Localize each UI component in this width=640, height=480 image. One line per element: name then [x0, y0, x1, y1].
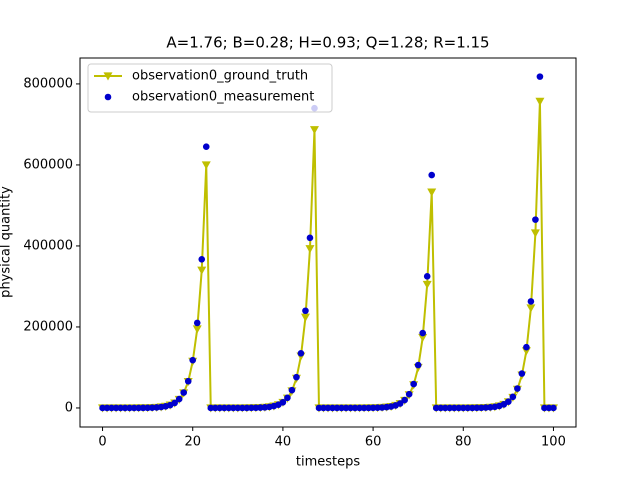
x-tick-label: 40: [275, 435, 292, 450]
scatter-point: [302, 307, 309, 315]
triangle-marker: [530, 229, 540, 238]
scatter-point: [401, 396, 408, 404]
scatter-point: [423, 273, 431, 280]
chart-title: A=1.76; B=0.28; H=0.93; Q=1.28; R=1.15: [166, 34, 489, 52]
legend-marker: [104, 93, 112, 101]
scatter-point: [405, 390, 413, 398]
scatter-point: [550, 404, 557, 412]
x-tick-label: 60: [365, 435, 382, 450]
scatter-point: [211, 404, 219, 412]
scatter-point: [180, 389, 188, 396]
x-axis-label: timesteps: [296, 455, 360, 470]
scatter-point: [437, 404, 445, 412]
scatter-point: [207, 404, 215, 412]
scatter-point: [306, 234, 314, 242]
triangle-marker: [300, 313, 310, 322]
triangle-marker: [192, 325, 202, 334]
scatter-point: [189, 356, 197, 364]
scatter-point: [324, 404, 332, 412]
scatter-point: [284, 394, 291, 402]
triangle-marker: [305, 245, 315, 254]
scatter-point: [333, 404, 341, 412]
x-tick-label: 0: [98, 435, 106, 450]
scatter-point: [329, 404, 336, 412]
scatter-point: [518, 370, 526, 377]
y-tick-label: 200000: [23, 319, 73, 334]
scatter-point: [414, 361, 422, 369]
scatter-point: [545, 404, 553, 412]
triangle-marker: [427, 188, 437, 197]
scatter-point: [541, 404, 548, 412]
legend-label: observation0_measurement: [132, 90, 314, 105]
scatter-point: [527, 298, 535, 305]
series-line: [102, 101, 554, 409]
scatter-point: [536, 73, 544, 80]
scatter-point: [175, 395, 183, 403]
scatter-point: [514, 385, 521, 392]
scatter-point: [523, 343, 530, 351]
scatter-point: [279, 398, 287, 406]
triangle-marker: [526, 304, 536, 313]
triangle-marker: [309, 126, 319, 135]
scatter-point: [171, 399, 178, 407]
scatter-point: [428, 171, 436, 179]
scatter-point: [288, 386, 296, 394]
x-tick-label: 20: [184, 435, 201, 450]
scatter-point: [441, 404, 449, 412]
triangle-marker: [201, 161, 211, 170]
scatter-point: [509, 393, 517, 401]
legend-marker: [103, 72, 113, 81]
scatter-point: [410, 380, 417, 388]
scatter-point: [297, 349, 305, 357]
scatter-point: [216, 404, 224, 412]
y-tick-label: 400000: [23, 238, 73, 253]
plot-frame: [79, 57, 577, 428]
scatter-point: [320, 404, 327, 412]
scatter-point: [99, 404, 106, 412]
scatter-point: [505, 398, 512, 405]
scatter-point: [315, 404, 323, 412]
triangle-marker: [418, 333, 428, 342]
scatter-point: [198, 256, 206, 263]
scatter-point: [193, 319, 201, 327]
y-axis-label: physical quantity: [0, 186, 14, 298]
triangle-marker: [422, 280, 432, 289]
scatter-point: [103, 404, 111, 412]
legend-box: [87, 63, 333, 113]
y-tick-label: 800000: [23, 76, 73, 91]
scatter-point: [396, 400, 404, 407]
x-tick-label: 100: [541, 435, 566, 450]
scatter-point: [184, 377, 192, 385]
legend-label: observation0_ground_truth: [132, 69, 308, 84]
scatter-point: [532, 216, 539, 223]
scatter-point: [293, 373, 300, 381]
scatter-point: [108, 404, 115, 412]
triangle-marker: [535, 97, 545, 106]
scatter-point: [419, 329, 426, 337]
y-tick-label: 600000: [23, 157, 73, 172]
scatter-point: [202, 143, 210, 151]
scatter-point: [432, 404, 440, 412]
triangle-marker: [197, 266, 207, 275]
x-tick-label: 80: [455, 435, 472, 450]
y-tick-label: 0: [65, 400, 73, 415]
